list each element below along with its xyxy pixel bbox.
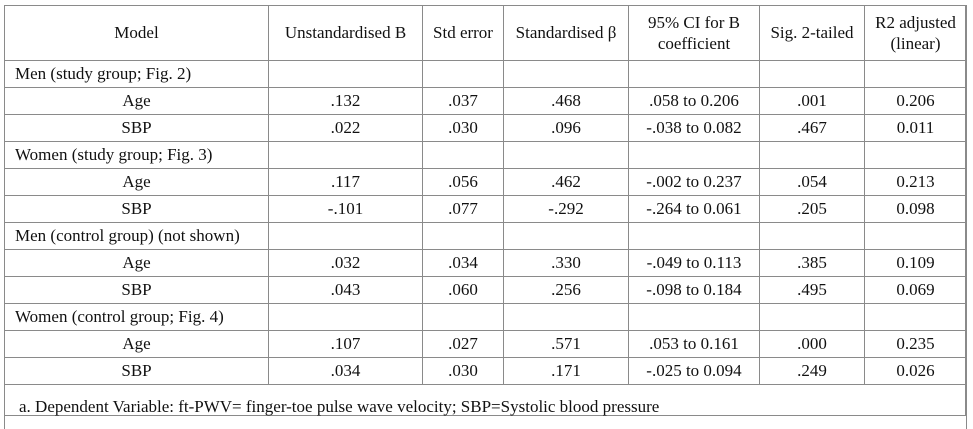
variable-cell: Age — [5, 88, 269, 115]
value-cell: .034 — [269, 358, 423, 385]
value-cell: .030 — [423, 115, 504, 142]
value-cell: -.098 to 0.184 — [629, 277, 760, 304]
variable-cell: SBP — [5, 115, 269, 142]
value-cell: .032 — [269, 250, 423, 277]
footnote-row: a. Dependent Variable: ft-PWV= finger-to… — [5, 385, 967, 429]
table-row: SBP .022 .030 .096 -.038 to 0.082 .467 0… — [5, 115, 967, 142]
table-row: Age .107 .027 .571 .053 to 0.161 .000 0.… — [5, 331, 967, 358]
footnote: a. Dependent Variable: ft-PWV= finger-to… — [5, 385, 967, 429]
value-cell: .468 — [504, 88, 629, 115]
table-row: Age .132 .037 .468 .058 to 0.206 .001 0.… — [5, 88, 967, 115]
value-cell: 0.026 — [865, 358, 967, 385]
header-row: Model Unstandardised B Std error Standar… — [5, 6, 967, 61]
header-std-error: Std error — [423, 6, 504, 61]
header-model: Model — [5, 6, 269, 61]
value-cell: .256 — [504, 277, 629, 304]
value-cell: .054 — [760, 169, 865, 196]
variable-cell: Age — [5, 169, 269, 196]
header-r2: R2 adjusted (linear) — [865, 6, 967, 61]
group-label: Men (study group; Fig. 2) — [5, 61, 269, 88]
value-cell: .030 — [423, 358, 504, 385]
group-row: Women (study group; Fig. 3) — [5, 142, 967, 169]
value-cell: -.002 to 0.237 — [629, 169, 760, 196]
regression-table: Model Unstandardised B Std error Standar… — [4, 5, 967, 429]
value-cell: .330 — [504, 250, 629, 277]
value-cell: .022 — [269, 115, 423, 142]
value-cell: .077 — [423, 196, 504, 223]
value-cell: 0.206 — [865, 88, 967, 115]
value-cell: 0.011 — [865, 115, 967, 142]
value-cell: .462 — [504, 169, 629, 196]
header-ci: 95% CI for B coefficient — [629, 6, 760, 61]
table-row: Age .117 .056 .462 -.002 to 0.237 .054 0… — [5, 169, 967, 196]
group-label: Women (control group; Fig. 4) — [5, 304, 269, 331]
header-unstandardised-b: Unstandardised B — [269, 6, 423, 61]
value-cell: -.292 — [504, 196, 629, 223]
value-cell: .205 — [760, 196, 865, 223]
value-cell: .053 to 0.161 — [629, 331, 760, 358]
value-cell: .037 — [423, 88, 504, 115]
value-cell: 0.235 — [865, 331, 967, 358]
variable-cell: Age — [5, 331, 269, 358]
value-cell: .056 — [423, 169, 504, 196]
value-cell: 0.213 — [865, 169, 967, 196]
value-cell: .171 — [504, 358, 629, 385]
value-cell: .058 to 0.206 — [629, 88, 760, 115]
value-cell: 0.098 — [865, 196, 967, 223]
table-row: SBP .043 .060 .256 -.098 to 0.184 .495 0… — [5, 277, 967, 304]
value-cell: -.264 to 0.061 — [629, 196, 760, 223]
value-cell: .001 — [760, 88, 865, 115]
value-cell: .495 — [760, 277, 865, 304]
value-cell: .132 — [269, 88, 423, 115]
value-cell: .034 — [423, 250, 504, 277]
value-cell: .571 — [504, 331, 629, 358]
table-row: Age .032 .034 .330 -.049 to 0.113 .385 0… — [5, 250, 967, 277]
value-cell: .107 — [269, 331, 423, 358]
group-label: Men (control group) (not shown) — [5, 223, 269, 250]
variable-cell: Age — [5, 250, 269, 277]
value-cell: .060 — [423, 277, 504, 304]
value-cell: 0.069 — [865, 277, 967, 304]
header-standardised-beta: Standardised β — [504, 6, 629, 61]
value-cell: .096 — [504, 115, 629, 142]
table-row: SBP -.101 .077 -.292 -.264 to 0.061 .205… — [5, 196, 967, 223]
value-cell: -.101 — [269, 196, 423, 223]
value-cell: -.038 to 0.082 — [629, 115, 760, 142]
group-row: Women (control group; Fig. 4) — [5, 304, 967, 331]
group-row: Men (control group) (not shown) — [5, 223, 967, 250]
variable-cell: SBP — [5, 358, 269, 385]
variable-cell: SBP — [5, 277, 269, 304]
value-cell: .117 — [269, 169, 423, 196]
value-cell: -.049 to 0.113 — [629, 250, 760, 277]
group-row: Men (study group; Fig. 2) — [5, 61, 967, 88]
value-cell: .043 — [269, 277, 423, 304]
value-cell: .000 — [760, 331, 865, 358]
table-row: SBP .034 .030 .171 -.025 to 0.094 .249 0… — [5, 358, 967, 385]
group-label: Women (study group; Fig. 3) — [5, 142, 269, 169]
variable-cell: SBP — [5, 196, 269, 223]
value-cell: .027 — [423, 331, 504, 358]
value-cell: .385 — [760, 250, 865, 277]
value-cell: 0.109 — [865, 250, 967, 277]
value-cell: .467 — [760, 115, 865, 142]
header-sig: Sig. 2-tailed — [760, 6, 865, 61]
value-cell: -.025 to 0.094 — [629, 358, 760, 385]
value-cell: .249 — [760, 358, 865, 385]
